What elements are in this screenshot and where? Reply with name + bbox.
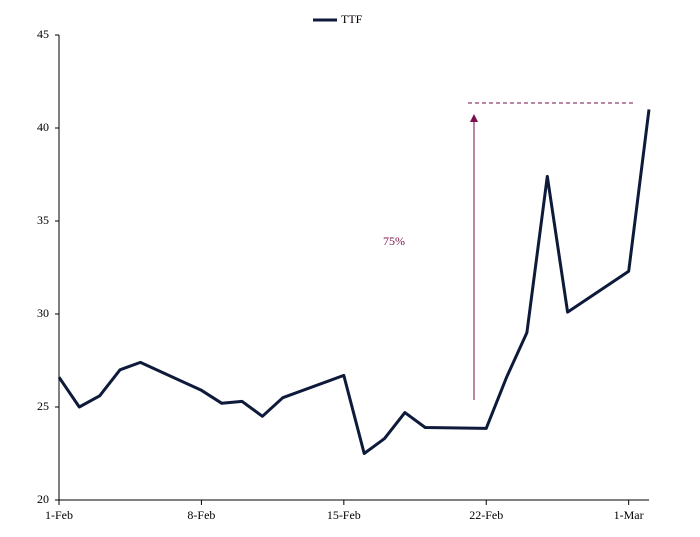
- legend-label: TTF: [341, 12, 363, 26]
- x-tick-label: 8-Feb: [187, 508, 215, 522]
- x-tick-label: 15-Feb: [327, 508, 361, 522]
- y-tick-label: 30: [37, 306, 49, 320]
- y-tick-label: 35: [37, 213, 49, 227]
- x-tick-label: 1-Feb: [45, 508, 73, 522]
- y-tick-label: 25: [37, 399, 49, 413]
- x-tick-label: 22-Feb: [469, 508, 503, 522]
- x-tick-label: 1-Mar: [614, 508, 644, 522]
- y-tick-label: 20: [37, 492, 49, 506]
- y-tick-label: 45: [37, 27, 49, 41]
- series-line: [57, 109, 651, 455]
- y-tick-label: 40: [37, 120, 49, 134]
- annotation: 75%: [383, 234, 405, 248]
